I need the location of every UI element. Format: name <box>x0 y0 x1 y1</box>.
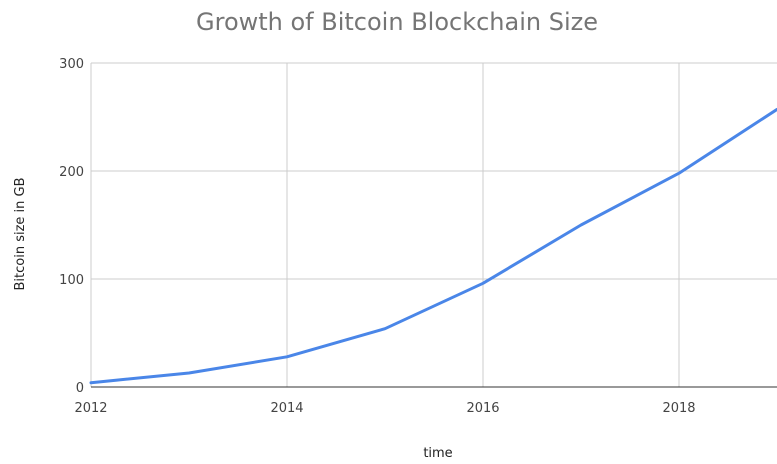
x-tick-label-2014: 2014 <box>270 401 303 416</box>
x-tick-label-2016: 2016 <box>466 401 499 416</box>
chart-title: Growth of Bitcoin Blockchain Size <box>196 8 598 36</box>
tick-labels: 0 100 200 300 2012 2014 2016 2018 <box>59 57 695 416</box>
y-tick-label-0: 0 <box>76 381 84 396</box>
y-tick-label-200: 200 <box>59 165 84 180</box>
x-tick-label-2012: 2012 <box>74 401 107 416</box>
series-group <box>89 107 777 385</box>
x-tick-label-2018: 2018 <box>662 401 695 416</box>
gridlines <box>90 62 777 388</box>
series-line-0 <box>89 107 777 385</box>
y-tick-label-100: 100 <box>59 273 84 288</box>
x-axis-label: time <box>423 446 452 461</box>
y-tick-label-300: 300 <box>59 57 84 72</box>
y-axis-label: Bitcoin size in GB <box>13 177 28 290</box>
